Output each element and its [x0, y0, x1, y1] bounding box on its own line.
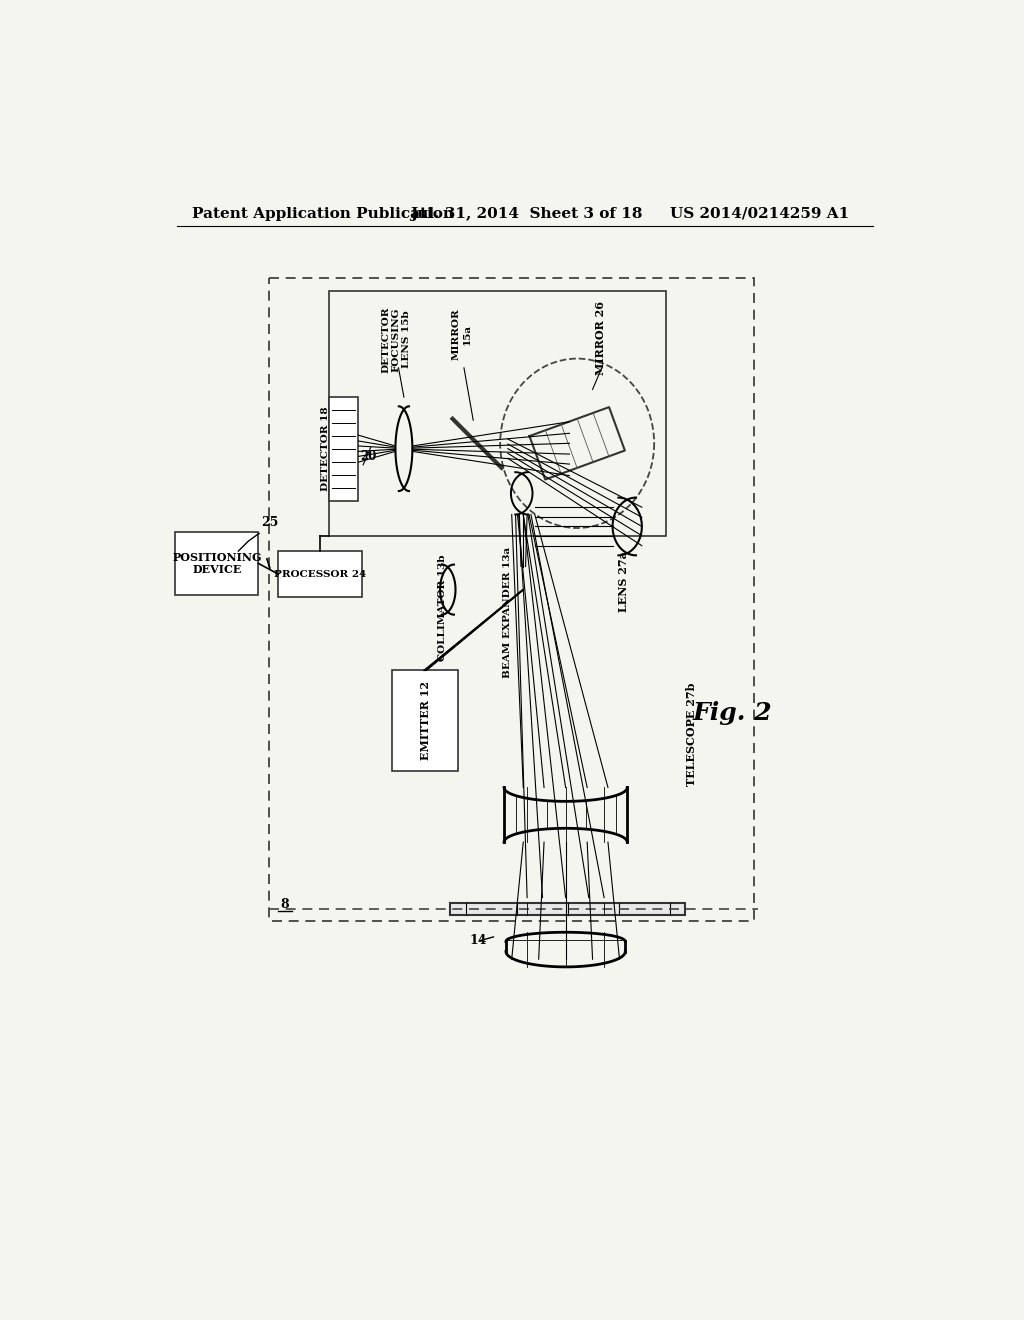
Bar: [175, 532, 258, 595]
Text: DETECTOR 18: DETECTOR 18: [321, 407, 330, 491]
Bar: [330, 397, 358, 502]
Text: LENS 27a: LENS 27a: [617, 552, 629, 612]
Bar: [392, 671, 458, 771]
Text: Jul. 31, 2014  Sheet 3 of 18: Jul. 31, 2014 Sheet 3 of 18: [410, 207, 643, 220]
Bar: [279, 552, 361, 597]
Text: MIRROR
15a: MIRROR 15a: [452, 309, 471, 360]
Text: Patent Application Publication: Patent Application Publication: [193, 207, 455, 220]
Bar: [330, 290, 666, 536]
Text: POSITIONING
DEVICE: POSITIONING DEVICE: [172, 552, 261, 576]
Text: US 2014/0214259 A1: US 2014/0214259 A1: [670, 207, 849, 220]
Bar: [451, 903, 685, 915]
Text: BEAM EXPANDER 13a: BEAM EXPANDER 13a: [504, 548, 512, 678]
Text: EMITTER 12: EMITTER 12: [420, 681, 430, 760]
Bar: [269, 277, 755, 921]
Text: 8: 8: [281, 898, 290, 911]
Text: COLLIMATOR 13b: COLLIMATOR 13b: [438, 554, 446, 661]
Text: PROCESSOR 24: PROCESSOR 24: [273, 570, 367, 578]
Text: TELESCOPE 27b: TELESCOPE 27b: [686, 682, 696, 785]
Text: 14: 14: [469, 933, 486, 946]
Text: 20: 20: [360, 450, 377, 463]
Text: 25: 25: [261, 516, 279, 529]
Text: Fig. 2: Fig. 2: [692, 701, 772, 725]
Text: DETECTOR
FOCUSING
LENS 15b: DETECTOR FOCUSING LENS 15b: [381, 306, 411, 372]
Text: MIRROR 26: MIRROR 26: [595, 301, 606, 375]
